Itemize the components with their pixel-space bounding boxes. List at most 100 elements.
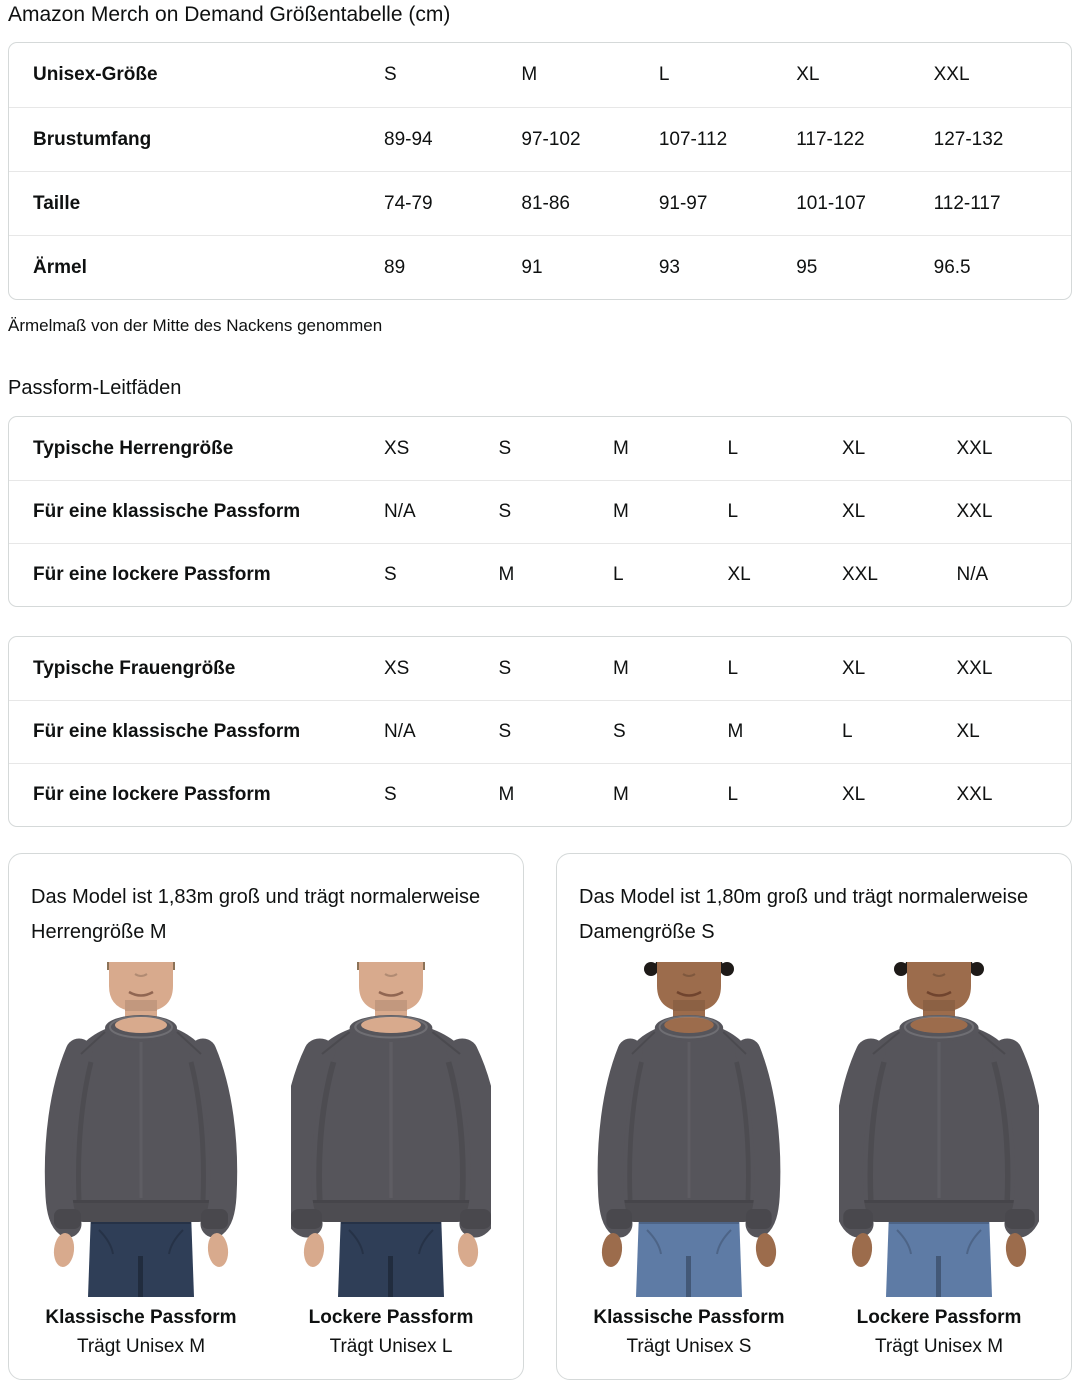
size-cell: XS [384,437,410,459]
table-row: Für eine klassische Passform N/A S M L X… [9,480,1071,543]
size-cell: XL [842,501,866,522]
size-cell: L [727,657,739,679]
fit-caption: Klassische Passform [45,1307,237,1328]
fit-size-caption: Trägt Unisex S [626,1336,752,1357]
size-cell: M [613,437,629,459]
page-title: Amazon Merch on Demand Größentabelle (cm… [8,3,451,26]
measure-cell: 74-79 [384,192,433,214]
size-cell: XL [796,64,820,85]
size-cell: XXL [956,437,993,459]
size-cell: M [498,564,515,585]
fit-size-caption: Trägt Unisex L [329,1336,453,1357]
fit-table-women: Typische Frauengröße XS S M L XL XXL Für… [8,636,1072,827]
row-label: Typische Herrengröße [33,437,234,459]
model-description: Das Model ist 1,80m groß und trägt norma… [579,886,1029,943]
model-photo [589,962,789,1297]
size-cell: M [521,64,538,85]
fit-size-caption: Trägt Unisex M [76,1336,206,1357]
size-cell: L [613,564,624,585]
measure-cell: 95 [796,256,818,278]
model-figure: Klassische Passform Trägt Unisex S [589,962,789,1358]
row-label: Für eine lockere Passform [33,784,271,805]
model-photos-row: Klassische Passform Trägt Unisex S [579,962,1049,1358]
measure-cell: 96.5 [933,256,971,278]
size-cell: XL [842,437,866,459]
size-cell: S [384,784,397,805]
size-cell: N/A [384,721,416,742]
row-label: Taille [33,192,81,214]
size-cell: XXL [933,64,970,85]
section-heading: Passform-Leitfäden [8,377,182,399]
size-cell: L [842,721,853,742]
measure-cell: 112-117 [933,192,1001,214]
model-figure: Klassische Passform Trägt Unisex M [41,962,241,1358]
measure-cell: 101-107 [796,192,866,214]
model-photo [839,962,1039,1297]
size-cell: S [498,501,512,522]
measure-cell: 89 [384,256,406,278]
row-label: Für eine klassische Passform [33,501,301,522]
table-row: Für eine lockere Passform S M L XL XXL N… [9,543,1071,606]
model-card-men: Das Model ist 1,83m groß und trägt norma… [8,853,524,1380]
sleeve-measure-note: Ärmelmaß von der Mitte des Nackens genom… [8,316,383,335]
row-label: Brustumfang [33,128,152,150]
size-cell: N/A [956,564,989,585]
table-row: Ärmel 89 91 93 95 96.5 [9,235,1071,299]
size-cell: XXL [956,657,993,679]
model-description: Das Model ist 1,83m groß und trägt norma… [31,886,481,943]
size-cell: XL [956,721,980,742]
table-row: Typische Herrengröße XS S M L XL XXL [9,417,1071,480]
model-photo [41,962,241,1297]
size-cell: S [613,721,626,742]
size-cell: S [384,564,397,585]
row-label: Für eine lockere Passform [33,564,271,585]
size-cell: XL [842,784,866,805]
size-cell: L [658,64,670,85]
table-row: Unisex-Größe S M L XL XXL [9,43,1071,107]
measure-cell: 91 [521,256,543,278]
size-cell: M [498,784,515,805]
size-cell: N/A [384,501,416,522]
size-cell: L [727,437,739,459]
model-figure: Lockere Passform Trägt Unisex M [839,962,1039,1358]
table-row: Für eine klassische Passform N/A S S M L… [9,700,1071,763]
size-cell: S [498,721,512,742]
fit-table-men: Typische Herrengröße XS S M L XL XXL Für… [8,416,1072,607]
model-photos-row: Klassische Passform Trägt Unisex M [31,962,501,1358]
fit-size-caption: Trägt Unisex M [874,1336,1004,1357]
model-cards-row: Das Model ist 1,83m groß und trägt norma… [8,853,1072,1380]
person-illustration [839,962,1039,1297]
size-cell: XXL [842,564,878,585]
measure-cell: 93 [658,256,680,278]
model-photo [291,962,491,1297]
fit-caption: Klassische Passform [593,1307,785,1328]
unisex-size-table: Unisex-Größe S M L XL XXL Brustumfang 89… [8,42,1072,300]
row-label: Ärmel [33,256,87,278]
size-cell: XL [727,564,751,585]
table-row: Brustumfang 89-94 97-102 107-112 117-122… [9,107,1071,171]
row-label: Für eine klassische Passform [33,721,301,742]
size-cell: M [613,784,629,805]
measure-cell: 81-86 [521,192,571,214]
model-card-women: Das Model ist 1,80m groß und trägt norma… [556,853,1072,1380]
measure-cell: 107-112 [658,128,728,150]
measure-cell: 89-94 [384,128,433,150]
size-cell: S [498,657,512,679]
size-cell: M [613,657,629,679]
row-label: Unisex-Größe [33,64,158,85]
size-cell: S [384,64,397,85]
measure-cell: 97-102 [521,128,581,150]
model-figure: Lockere Passform Trägt Unisex L [291,962,491,1358]
size-cell: XXL [956,501,993,522]
measure-cell: 117-122 [796,128,865,150]
person-illustration [597,962,781,1297]
measure-cell: 127-132 [933,128,1004,150]
table-row: Typische Frauengröße XS S M L XL XXL [9,637,1071,700]
size-cell: XXL [956,784,993,805]
size-cell: L [727,784,739,805]
fit-caption: Lockere Passform [856,1307,1022,1328]
row-label: Typische Frauengröße [33,657,236,679]
table-row: Für eine lockere Passform S M M L XL XXL [9,763,1071,826]
person-illustration [44,962,238,1297]
